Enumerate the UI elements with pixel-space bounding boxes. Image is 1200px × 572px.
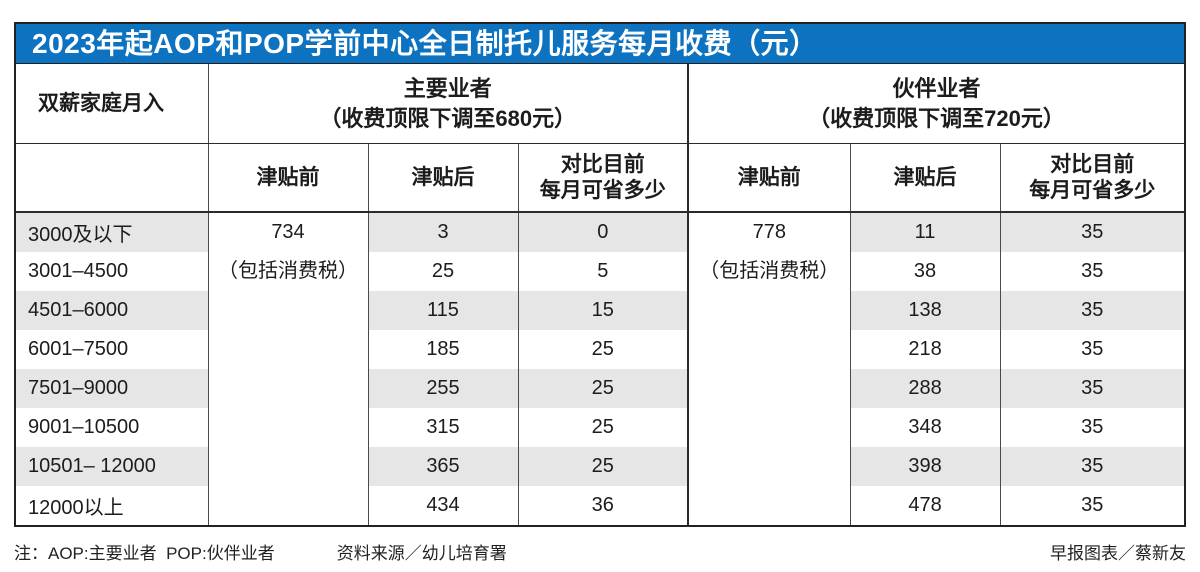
income-cell: 4501–6000 [16, 291, 208, 330]
subheader-pop-pre: 津贴前 [687, 143, 851, 213]
aop-save-cell: 25 [517, 369, 689, 408]
income-cell: 6001–7500 [16, 330, 208, 369]
group-aop-name: 主要业者 [403, 75, 492, 101]
table-panel: 2023年起AOP和POP学前中心全日制托儿服务每月收费（元） 双薪家庭月入 主… [14, 22, 1186, 527]
subheader-aop-save-line2: 每月可省多少 [539, 178, 666, 202]
data-source: 资料来源／幼儿培育署 [336, 544, 507, 563]
subheader-aop-post: 津贴后 [367, 143, 518, 213]
pop-save-cell: 35 [999, 408, 1185, 447]
aop-post-cell: 25 [367, 252, 518, 291]
income-cell: 3001–4500 [16, 252, 208, 291]
page-title: 2023年起AOP和POP学前中心全日制托儿服务每月收费（元） [32, 27, 818, 59]
group-aop-note: （收费顶限下调至680元） [319, 105, 577, 131]
aop-post-cell: 185 [367, 330, 518, 369]
pop-pre-fee: 778 [752, 221, 786, 243]
pop-post-cell: 138 [849, 291, 1001, 330]
pop-save-cell: 35 [999, 212, 1185, 252]
aop-post-cell: 315 [367, 408, 518, 447]
footnote: 注：AOP:主要业者 POP:伙伴业者 [14, 544, 275, 563]
group-pop-name: 伙伴业者 [892, 75, 981, 101]
header-income: 双薪家庭月入 [16, 64, 208, 144]
aop-pre-fee-cell: 734 （包括消费税） [207, 212, 368, 525]
aop-save-cell: 25 [517, 447, 689, 486]
infographic: 2023年起AOP和POP学前中心全日制托儿服务每月收费（元） 双薪家庭月入 主… [14, 22, 1186, 527]
subheader-aop-save: 对比目前 每月可省多少 [517, 143, 689, 213]
subheader-aop-save-line1: 对比目前 [560, 152, 645, 176]
pop-save-cell: 35 [999, 252, 1185, 291]
table-row: 9001–10500 315 25 348 35 [16, 408, 1185, 447]
header-group-pop: 伙伴业者 （收费顶限下调至720元） [687, 64, 1185, 144]
aop-post-cell: 115 [367, 291, 518, 330]
pop-save-cell: 35 [999, 330, 1185, 369]
subheader-blank [16, 143, 208, 213]
pop-post-cell: 38 [849, 252, 1001, 291]
aop-save-cell: 25 [517, 330, 689, 369]
pop-post-cell: 348 [849, 408, 1001, 447]
pop-post-cell: 11 [849, 212, 1001, 252]
pop-save-cell: 35 [999, 291, 1185, 330]
subheader-pop-save-line2: 每月可省多少 [1029, 178, 1156, 202]
fees-table: 双薪家庭月入 主要业者 （收费顶限下调至680元） 伙伴业者 （收费顶限下调至7… [16, 64, 1185, 525]
pop-pre-fee-cell: 778 （包括消费税） [687, 212, 851, 525]
income-cell: 9001–10500 [16, 408, 208, 447]
table-row: 12000以上 434 36 478 35 [16, 486, 1185, 525]
subheader-aop-pre: 津贴前 [207, 143, 368, 213]
group-pop-note: （收费顶限下调至720元） [808, 105, 1065, 131]
aop-save-cell: 15 [517, 291, 689, 330]
pop-save-cell: 35 [999, 486, 1185, 525]
income-cell: 12000以上 [16, 486, 208, 525]
pop-post-cell: 478 [849, 486, 1001, 525]
aop-post-cell: 434 [367, 486, 518, 525]
income-cell: 3000及以下 [16, 212, 208, 252]
pop-post-cell: 218 [849, 330, 1001, 369]
table-row: 7501–9000 255 25 288 35 [16, 369, 1185, 408]
aop-save-cell: 5 [517, 252, 689, 291]
aop-post-cell: 255 [367, 369, 518, 408]
table-body: 3000及以下 734 （包括消费税） 3 0 778 （包括消费税） 11 3… [16, 212, 1185, 525]
subheader-pop-post: 津贴后 [849, 143, 1001, 213]
aop-pre-note: （包括消费税） [218, 260, 358, 282]
aop-save-cell: 25 [517, 408, 689, 447]
table-row: 6001–7500 185 25 218 35 [16, 330, 1185, 369]
table-row: 10501– 12000 365 25 398 35 [16, 447, 1185, 486]
footer: 注：AOP:主要业者 POP:伙伴业者 资料来源／幼儿培育署 早报图表／蔡新友 [14, 539, 1186, 564]
group-header-row: 双薪家庭月入 主要业者 （收费顶限下调至680元） 伙伴业者 （收费顶限下调至7… [16, 64, 1185, 144]
aop-post-cell: 365 [367, 447, 518, 486]
pop-pre-note: （包括消费税） [699, 260, 840, 282]
pop-post-cell: 288 [849, 369, 1001, 408]
table-row: 3001–4500 25 5 38 35 [16, 252, 1185, 291]
pop-post-cell: 398 [849, 447, 1001, 486]
aop-post-cell: 3 [367, 212, 518, 252]
subheader-row: 津贴前 津贴后 对比目前 每月可省多少 津贴前 津贴后 对比目前 每月可省多少 [16, 143, 1185, 213]
aop-save-cell: 36 [517, 486, 689, 525]
title-bar: 2023年起AOP和POP学前中心全日制托儿服务每月收费（元） [16, 24, 1184, 64]
pop-save-cell: 35 [999, 447, 1185, 486]
income-cell: 7501–9000 [16, 369, 208, 408]
aop-pre-fee: 734 [271, 221, 305, 243]
header-group-aop: 主要业者 （收费顶限下调至680元） [207, 64, 689, 144]
income-cell: 10501– 12000 [16, 447, 208, 486]
subheader-pop-save: 对比目前 每月可省多少 [999, 143, 1185, 213]
table-header: 双薪家庭月入 主要业者 （收费顶限下调至680元） 伙伴业者 （收费顶限下调至7… [16, 64, 1185, 213]
table-row: 4501–6000 115 15 138 35 [16, 291, 1185, 330]
pop-save-cell: 35 [999, 369, 1185, 408]
aop-save-cell: 0 [517, 212, 689, 252]
table-row: 3000及以下 734 （包括消费税） 3 0 778 （包括消费税） 11 3… [16, 212, 1185, 525]
subheader-pop-save-line1: 对比目前 [1050, 152, 1135, 176]
credit: 早报图表／蔡新友 [1050, 544, 1186, 563]
